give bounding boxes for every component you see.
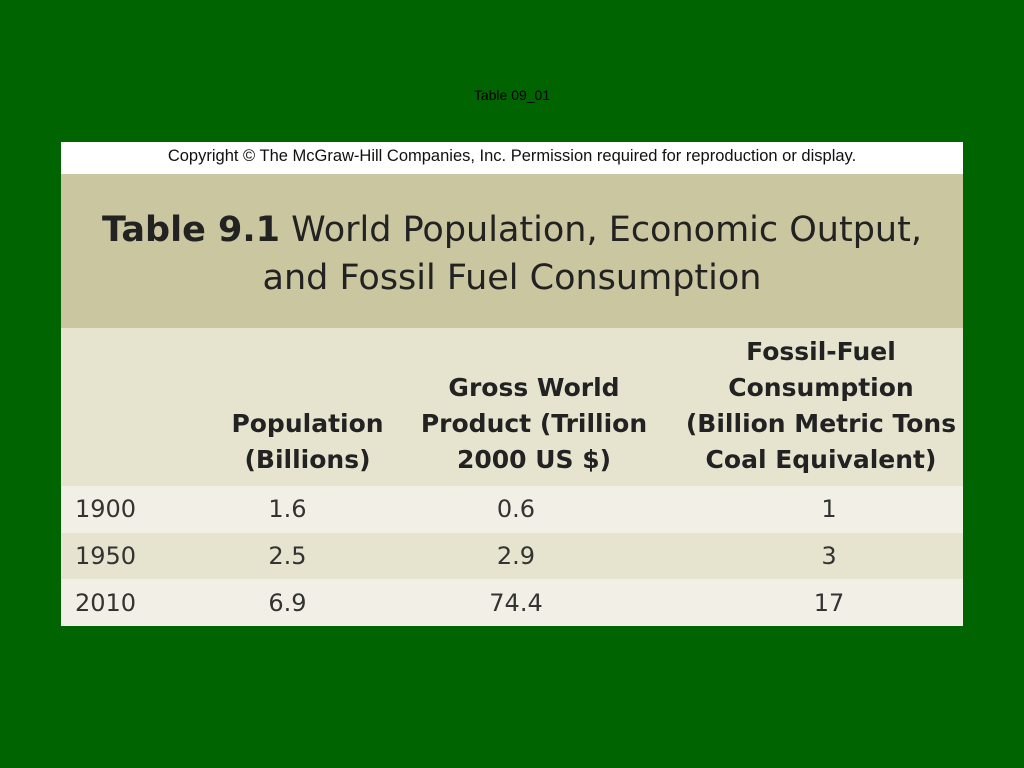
column-header-year bbox=[61, 328, 226, 486]
table-cell-fossil-fuel: 1 bbox=[679, 486, 963, 533]
table-number: Table 9.1 bbox=[102, 210, 280, 250]
column-header-population: Population (Billions) bbox=[226, 328, 389, 486]
header-text-line: Product (Trillion bbox=[420, 409, 648, 438]
table-cell-population: 2.5 bbox=[226, 532, 389, 580]
table-cell-year: 1950 bbox=[61, 532, 226, 580]
header-text-line: Gross World bbox=[448, 373, 620, 402]
table-title-text-1: World Population, Economic Output, bbox=[291, 210, 922, 250]
table-title: Table 9.1 World Population, Economic Out… bbox=[61, 174, 963, 328]
header-text-line: (Billions) bbox=[244, 445, 371, 474]
table-cell-year: 1900 bbox=[61, 486, 226, 533]
table-cell-gross-world-product: 74.4 bbox=[389, 579, 679, 626]
table-title-line-1: Table 9.1 World Population, Economic Out… bbox=[61, 206, 963, 254]
table-figure: Copyright © The McGraw-Hill Companies, I… bbox=[61, 142, 963, 626]
header-text-line: 2000 US $) bbox=[456, 445, 612, 474]
column-header-fossil-fuel: Fossil-Fuel Consumption (Billion Metric … bbox=[679, 328, 963, 486]
column-header-gross-world-product: Gross World Product (Trillion 2000 US $) bbox=[389, 328, 679, 486]
table-cell-population: 6.9 bbox=[226, 579, 389, 626]
table-cell-gross-world-product: 2.9 bbox=[389, 532, 679, 580]
data-table: Population (Billions) Gross World Produc… bbox=[61, 328, 963, 626]
table-cell-gross-world-product: 0.6 bbox=[389, 486, 679, 533]
table-cell-fossil-fuel: 17 bbox=[679, 579, 963, 626]
header-text-line: Coal Equivalent) bbox=[705, 445, 937, 474]
header-text-line: Consumption bbox=[728, 373, 914, 402]
header-text-line: Fossil-Fuel bbox=[746, 337, 896, 366]
header-text-line: (Billion Metric Tons bbox=[685, 409, 957, 438]
copyright-notice: Copyright © The McGraw-Hill Companies, I… bbox=[61, 142, 963, 174]
slide-title: Table 09_01 bbox=[473, 87, 551, 103]
table-cell-year: 2010 bbox=[61, 579, 226, 626]
table-cell-population: 1.6 bbox=[226, 486, 389, 533]
header-text-line: Population bbox=[231, 409, 384, 438]
table-title-line-2: and Fossil Fuel Consumption bbox=[262, 258, 762, 298]
table-cell-fossil-fuel: 3 bbox=[679, 532, 963, 580]
